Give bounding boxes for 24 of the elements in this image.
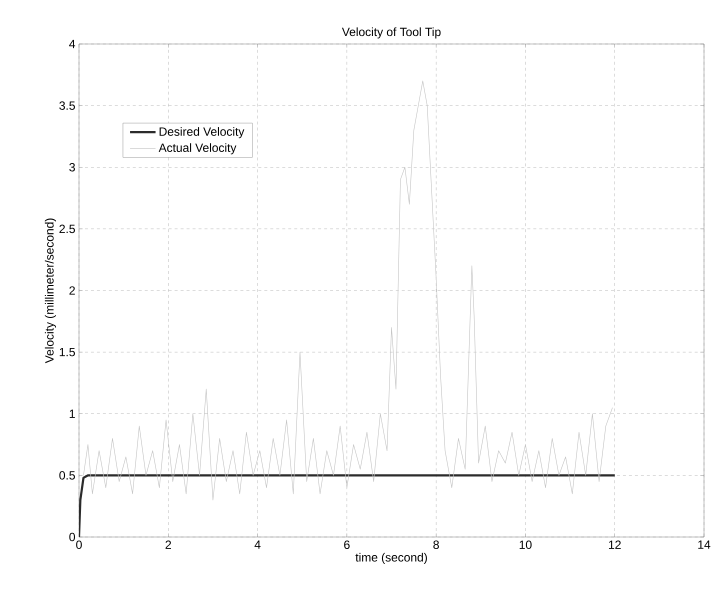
y-tick-label: 4 <box>69 40 76 48</box>
x-tick-label: 4 <box>254 540 261 549</box>
line-series <box>79 474 616 537</box>
x-tick-label: 12 <box>608 540 621 549</box>
legend-label: Actual Velocity <box>158 143 236 154</box>
line-series <box>83 80 613 500</box>
y-tick-label: 1 <box>70 410 75 418</box>
x-axis-title: time (second) <box>355 552 427 564</box>
x-tick-label: 0 <box>76 540 82 549</box>
x-tick-label: 6 <box>344 540 350 549</box>
y-tick-label: 3.5 <box>59 101 75 110</box>
y-tick-label: 0 <box>69 532 76 542</box>
y-tick-label: 2 <box>69 286 75 295</box>
y-tick-label: 2.5 <box>59 224 75 234</box>
y-tick-label: 0.5 <box>59 471 75 480</box>
legend-label: Desired Velocity <box>160 127 244 138</box>
y-axis-title: Velocity (millimeter/second) <box>44 218 56 364</box>
y-tick-label: 3 <box>69 163 75 172</box>
x-tick-label: 8 <box>433 540 439 549</box>
x-tick-label: 10 <box>520 540 532 549</box>
chart-title: Velocity of Tool Tip <box>342 27 441 38</box>
x-tick-label: 14 <box>698 540 710 549</box>
y-tick-label: 1.5 <box>60 348 75 356</box>
x-tick-label: 2 <box>166 540 172 549</box>
